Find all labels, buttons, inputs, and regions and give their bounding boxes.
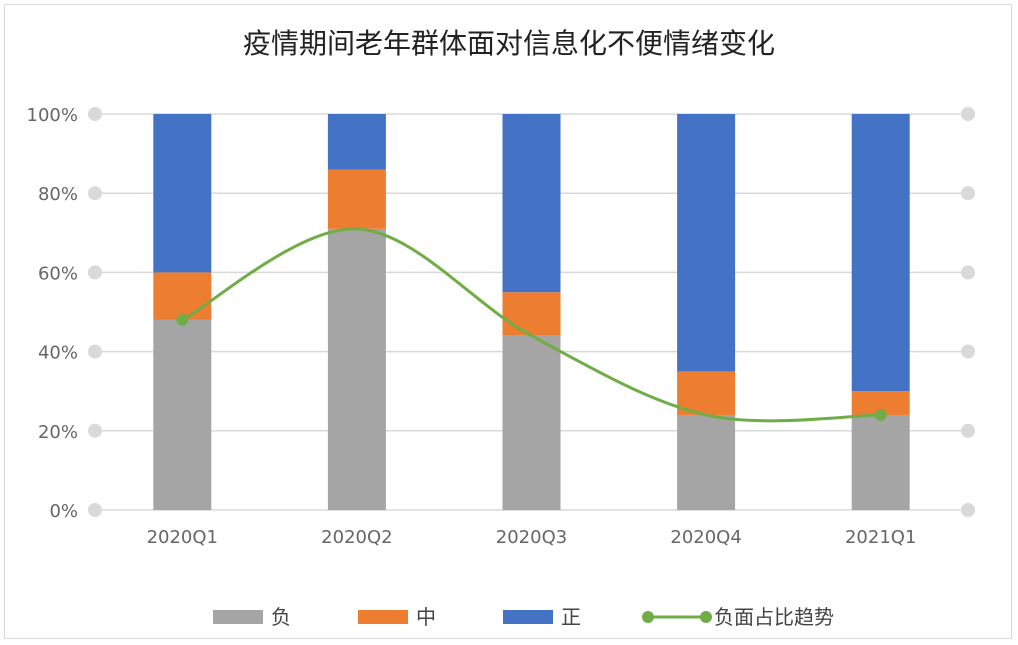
bar-segment <box>851 391 910 415</box>
bar-segment <box>153 114 212 273</box>
y-tick-label: 100% <box>27 105 78 126</box>
axis-handle-left <box>88 186 102 201</box>
x-tick-label: 2020Q2 <box>321 527 392 548</box>
axis-handle-right <box>961 423 975 438</box>
legend-swatch <box>213 610 263 624</box>
legend-label: 负面占比趋势 <box>714 605 834 629</box>
x-tick-label: 2021Q1 <box>845 527 916 548</box>
bar-segment <box>851 114 910 392</box>
y-tick-label: 60% <box>38 263 78 284</box>
x-tick-label: 2020Q3 <box>496 527 567 548</box>
bar-segment <box>677 414 736 510</box>
y-tick-label: 80% <box>38 184 78 205</box>
axis-handle-right <box>961 186 975 201</box>
bar-segment <box>153 319 212 510</box>
x-tick-label: 2020Q4 <box>670 527 741 548</box>
axis-handle-left <box>88 503 102 517</box>
legend-swatch <box>358 610 408 624</box>
bar-segment <box>502 292 561 336</box>
axis-handle-left <box>88 107 102 121</box>
trend-point <box>874 408 887 421</box>
axis-handle-left <box>88 423 102 438</box>
legend-marker <box>700 611 712 623</box>
legend-label: 负 <box>271 605 291 629</box>
axis-handle-left <box>88 344 102 359</box>
legend-label: 中 <box>416 605 436 629</box>
axis-handle-left <box>88 265 102 280</box>
bar-segment <box>851 414 910 510</box>
y-tick-label: 40% <box>38 343 78 364</box>
trend-point <box>176 313 189 326</box>
bar-segment <box>327 169 386 229</box>
trend-line <box>181 227 881 423</box>
axis-handle-right <box>961 107 975 121</box>
legend-swatch <box>503 610 553 624</box>
bar-segment <box>327 228 386 510</box>
bar-segment <box>677 114 736 372</box>
bar-segment <box>153 272 212 320</box>
x-tick-label: 2020Q1 <box>147 527 218 548</box>
legend-marker <box>642 611 654 623</box>
axis-handle-right <box>961 344 975 359</box>
bar-segment <box>502 335 561 510</box>
bar-segment <box>677 371 736 415</box>
bar-segment <box>327 114 386 170</box>
bar-segment <box>502 114 561 293</box>
y-tick-label: 0% <box>49 501 78 522</box>
y-tick-label: 20% <box>38 422 78 443</box>
chart-title: 疫情期间老年群体面对信息化不便情绪变化 <box>242 27 775 60</box>
legend-label: 正 <box>561 605 581 629</box>
axis-handle-right <box>961 503 975 517</box>
axis-handle-right <box>961 265 975 280</box>
